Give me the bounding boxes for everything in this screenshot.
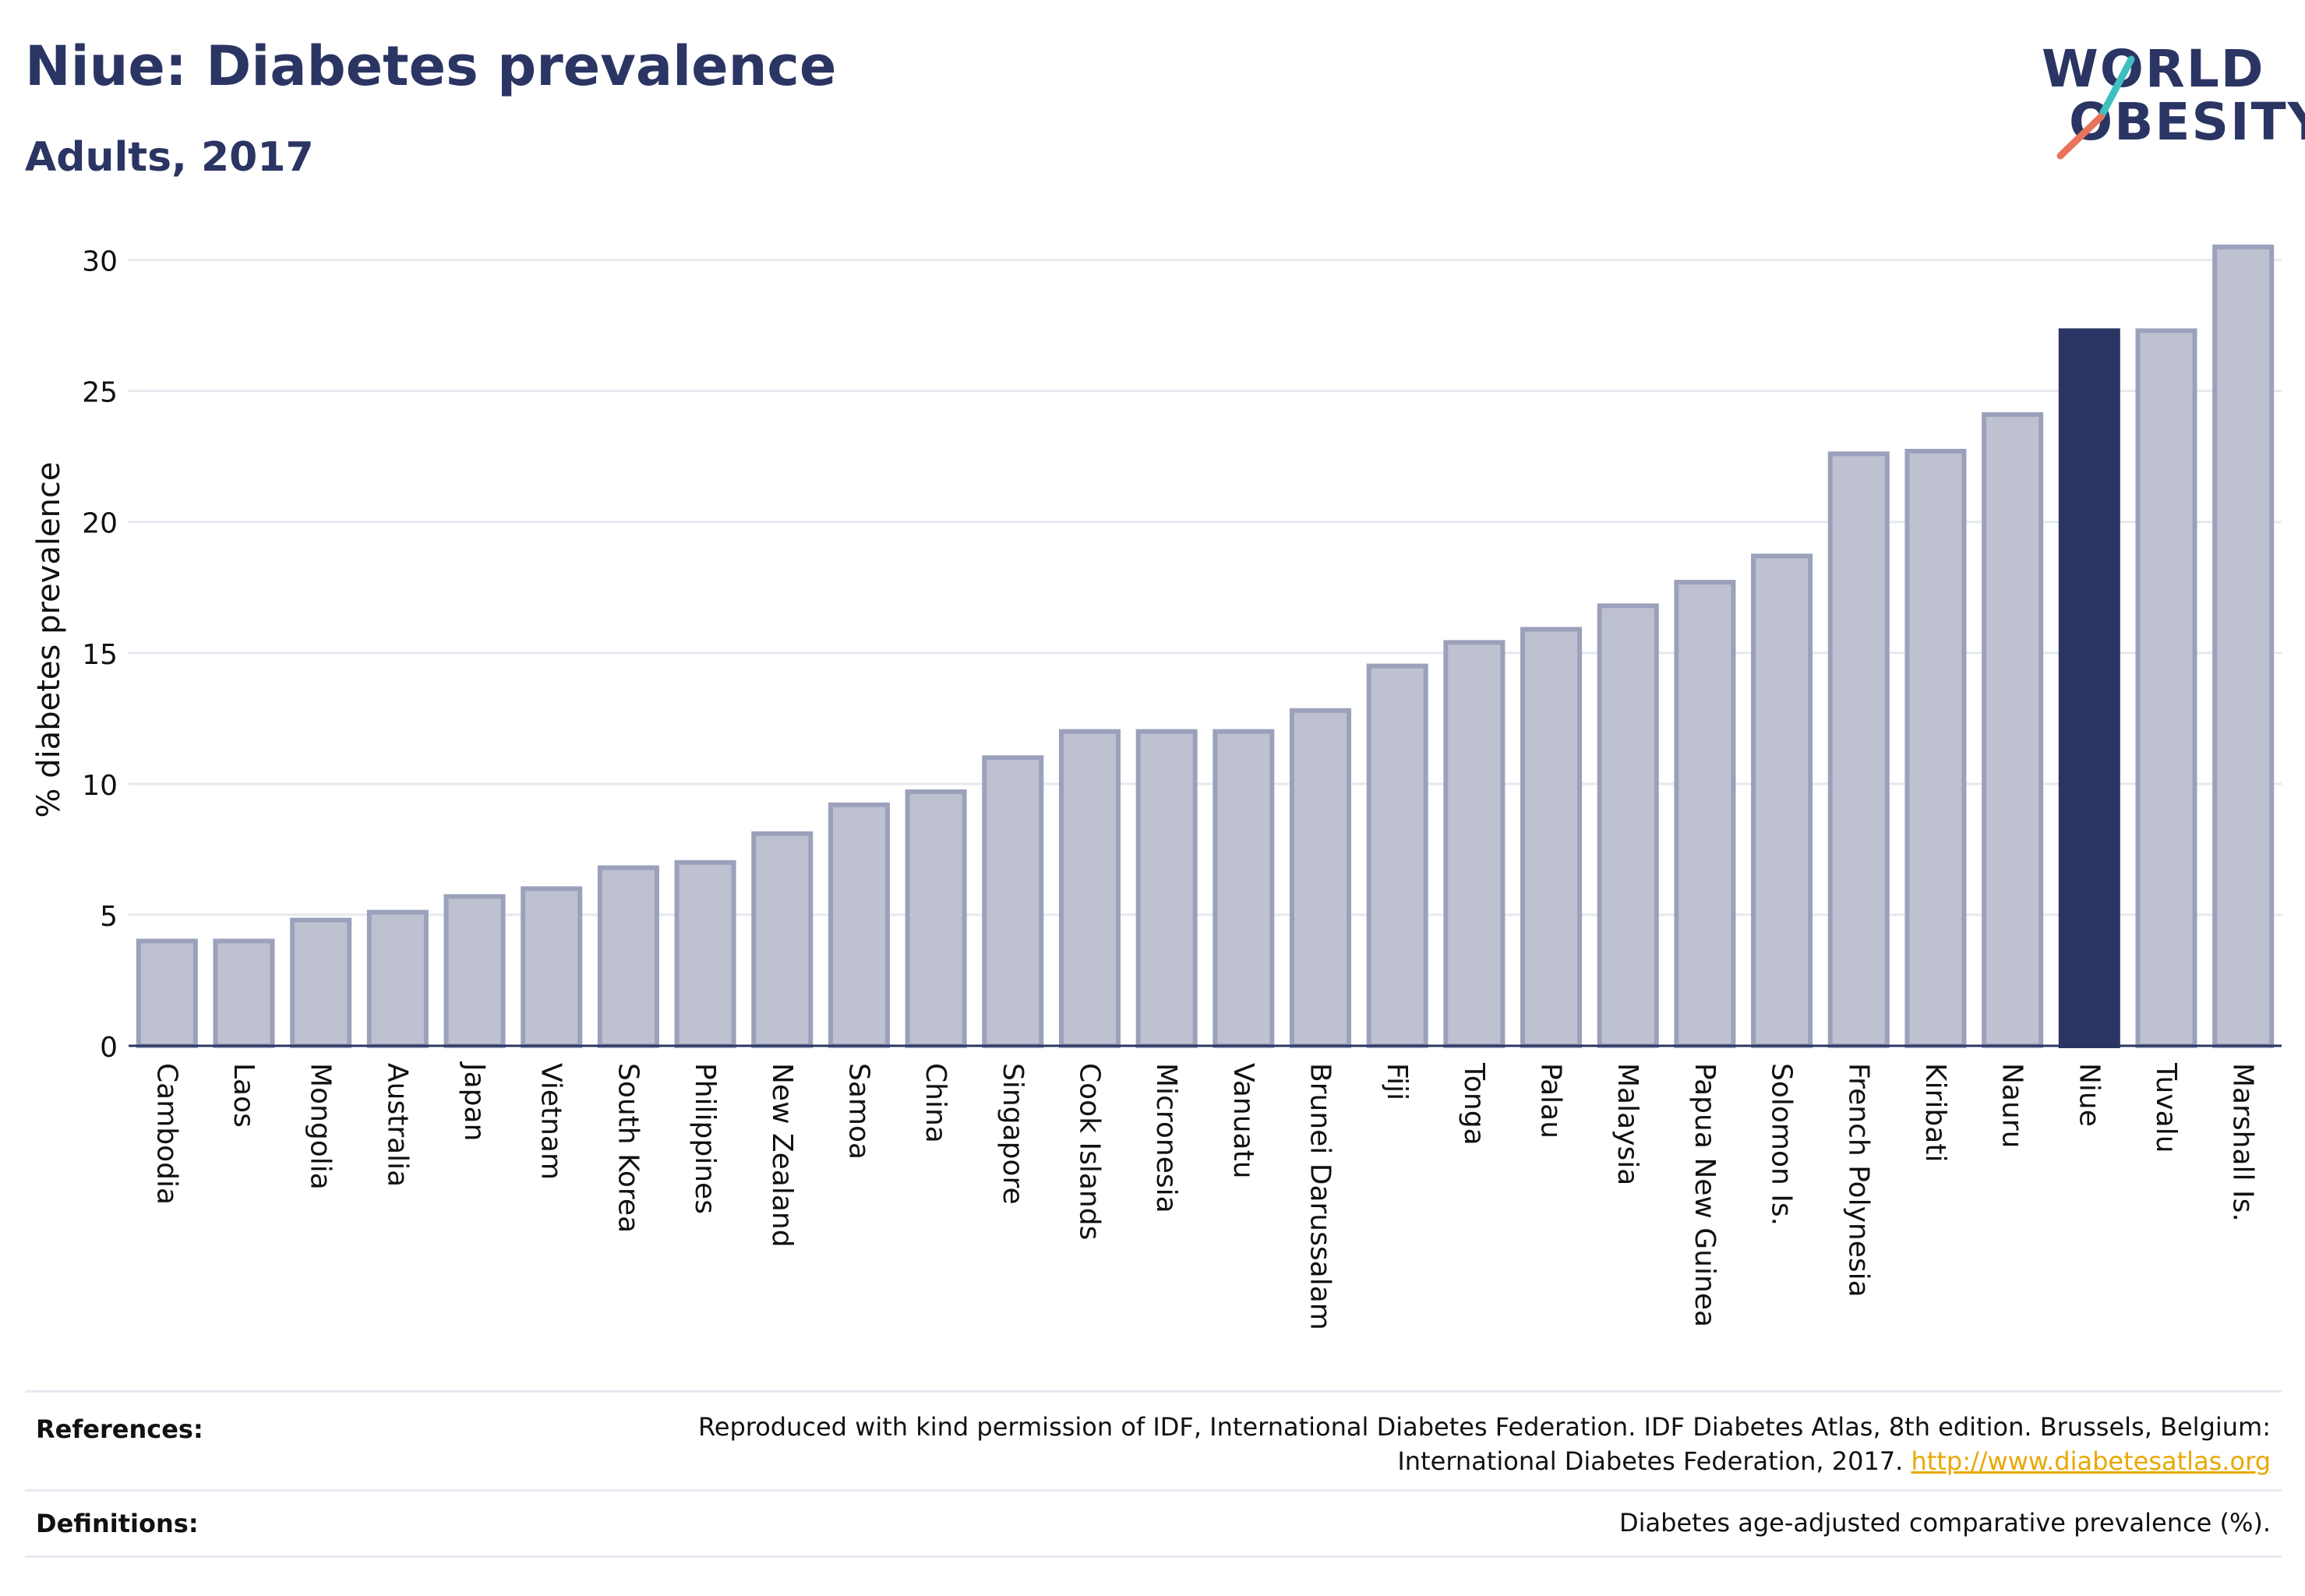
bar: [1904, 448, 1967, 1048]
x-tick-label: Samoa: [842, 1063, 874, 1160]
bar: [521, 886, 583, 1048]
references-label: References:: [36, 1414, 203, 1444]
bar-highlight: [2058, 328, 2120, 1048]
bar: [1982, 411, 2044, 1049]
y-tick-label: 25: [82, 377, 118, 409]
definitions-row: Definitions: Diabetes age-adjusted compa…: [25, 1489, 2282, 1558]
world-obesity-logo: WORLD OBESITY: [2026, 31, 2305, 171]
bar: [828, 802, 890, 1048]
y-tick-label: 0: [100, 1032, 118, 1064]
x-tick-label: Malaysia: [1611, 1063, 1643, 1185]
x-tick-label: Vanuatu: [1227, 1063, 1259, 1179]
bar: [1135, 729, 1198, 1048]
references-table: References: Reproduced with kind permiss…: [25, 1390, 2282, 1558]
x-tick-label: Fiji: [1381, 1063, 1413, 1100]
x-tick-label: Tuvalu: [2150, 1062, 2182, 1153]
definitions-text: Diabetes age-adjusted comparative preval…: [1619, 1508, 2271, 1538]
y-tick-label: 30: [82, 246, 118, 278]
bar: [982, 755, 1044, 1048]
x-tick-label: Solomon Is.: [1766, 1063, 1798, 1226]
x-tick-label: Micronesia: [1150, 1063, 1182, 1213]
bar: [2135, 328, 2197, 1048]
bar: [136, 938, 198, 1049]
chart-title: Niue: Diabetes prevalence: [25, 34, 837, 98]
bar: [1597, 603, 1659, 1048]
x-tick-label: Japan: [458, 1061, 490, 1141]
bar: [1058, 729, 1121, 1048]
y-axis-label: % diabetes prevalence: [31, 461, 67, 817]
x-tick-label: Australia: [381, 1063, 413, 1187]
bar: [1366, 663, 1428, 1048]
bar: [366, 909, 429, 1049]
bar: [290, 917, 352, 1049]
references-line2-wrap: International Diabetes Federation, 2017.…: [698, 1444, 2271, 1478]
y-tick-label: 20: [82, 508, 118, 540]
bar: [1751, 553, 1813, 1048]
x-tick-label: Niue: [2073, 1063, 2105, 1127]
x-tick-label: Papua New Guinea: [1689, 1063, 1721, 1327]
y-tick-label: 15: [82, 639, 118, 671]
x-tick-label: Cambodia: [150, 1063, 182, 1205]
x-tick-label: Palau: [1535, 1063, 1567, 1139]
references-line2: International Diabetes Federation, 2017.: [1397, 1446, 1904, 1476]
chart-subtitle: Adults, 2017: [25, 134, 314, 181]
bar: [1520, 627, 1583, 1048]
x-tick-label: Cook Islands: [1073, 1063, 1105, 1240]
x-tick-label: Nauru: [1996, 1063, 2028, 1148]
x-tick-label: Marshall Is.: [2227, 1063, 2259, 1222]
bar: [597, 865, 659, 1048]
bar: [1290, 708, 1352, 1048]
x-tick-label: Tonga: [1458, 1062, 1490, 1146]
x-tick-label: Laos: [228, 1063, 259, 1128]
bar: [1674, 580, 1736, 1048]
y-tick-label: 10: [82, 770, 118, 802]
bar: [1443, 640, 1505, 1048]
x-tick-label: French Polynesia: [1842, 1063, 1874, 1298]
x-tick-label: Brunei Darussalam: [1304, 1063, 1336, 1330]
x-tick-label: South Korea: [612, 1063, 644, 1233]
bar: [213, 938, 275, 1049]
x-tick-label: New Zealand: [766, 1063, 798, 1248]
bar: [751, 831, 814, 1048]
bar: [674, 860, 736, 1048]
bar-chart: 0 5 10 15 20 25 30 % diabetes prevalence Cambodi…: [31, 244, 2282, 1330]
bar: [2212, 244, 2275, 1049]
x-tick-label: Vietnam: [535, 1063, 567, 1180]
definitions-label: Definitions:: [36, 1509, 199, 1538]
diabetesatlas-link[interactable]: http://www.diabetesatlas.org: [1911, 1446, 2271, 1476]
y-tick-label: 5: [100, 901, 118, 933]
bar: [905, 789, 967, 1048]
logo-line1: WORLD: [2042, 39, 2265, 99]
references-text: Reproduced with kind permission of IDF, …: [698, 1410, 2271, 1478]
bar: [443, 894, 506, 1048]
x-tick-label: Philippines: [689, 1063, 721, 1214]
bar: [1213, 729, 1275, 1048]
x-tick-label: Mongolia: [305, 1063, 337, 1190]
references-line1: Reproduced with kind permission of IDF, …: [697, 1412, 2271, 1442]
references-row: References: Reproduced with kind permiss…: [25, 1390, 2282, 1489]
x-tick-label: Kiribati: [1919, 1063, 1951, 1162]
x-tick-label: Singapore: [997, 1063, 1029, 1205]
bar: [1827, 451, 1890, 1048]
x-tick-label: China: [920, 1063, 951, 1143]
logo-slash-icon: [2056, 55, 2135, 160]
